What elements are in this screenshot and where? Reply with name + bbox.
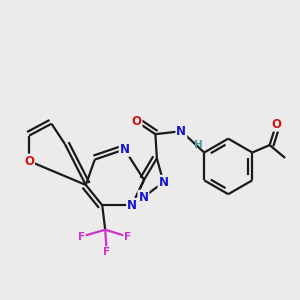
Text: O: O xyxy=(24,154,34,167)
Text: F: F xyxy=(78,232,85,242)
Text: N: N xyxy=(120,143,130,156)
Text: H: H xyxy=(194,140,203,150)
Text: F: F xyxy=(103,247,110,257)
Text: F: F xyxy=(124,232,131,242)
Text: N: N xyxy=(158,176,168,189)
Text: O: O xyxy=(271,118,281,131)
Text: N: N xyxy=(176,125,186,138)
Text: N: N xyxy=(138,191,148,204)
Text: N: N xyxy=(127,199,137,212)
Text: O: O xyxy=(132,115,142,128)
